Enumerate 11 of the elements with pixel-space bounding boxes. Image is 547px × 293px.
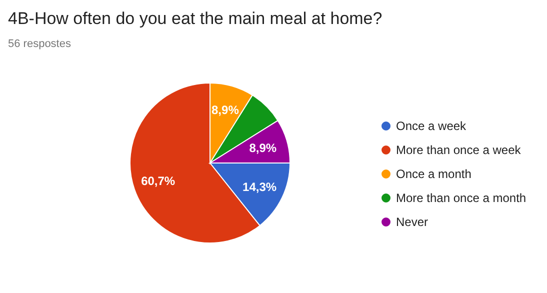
data-label: 8,9% [249, 140, 277, 155]
chart-title: 4B-How often do you eat the main meal at home? [8, 9, 382, 28]
legend-label: Once a month [396, 167, 472, 181]
data-label: 60,7% [141, 174, 176, 188]
data-label: 14,3% [242, 180, 277, 194]
data-label: 8,9% [212, 103, 240, 118]
text: 56 respostes [8, 38, 72, 50]
legend-label: Never [396, 215, 428, 229]
legend-label: Once a week [396, 119, 468, 133]
legend-label: More than once a week [396, 143, 522, 157]
legend-label: More than once a month [396, 191, 526, 205]
